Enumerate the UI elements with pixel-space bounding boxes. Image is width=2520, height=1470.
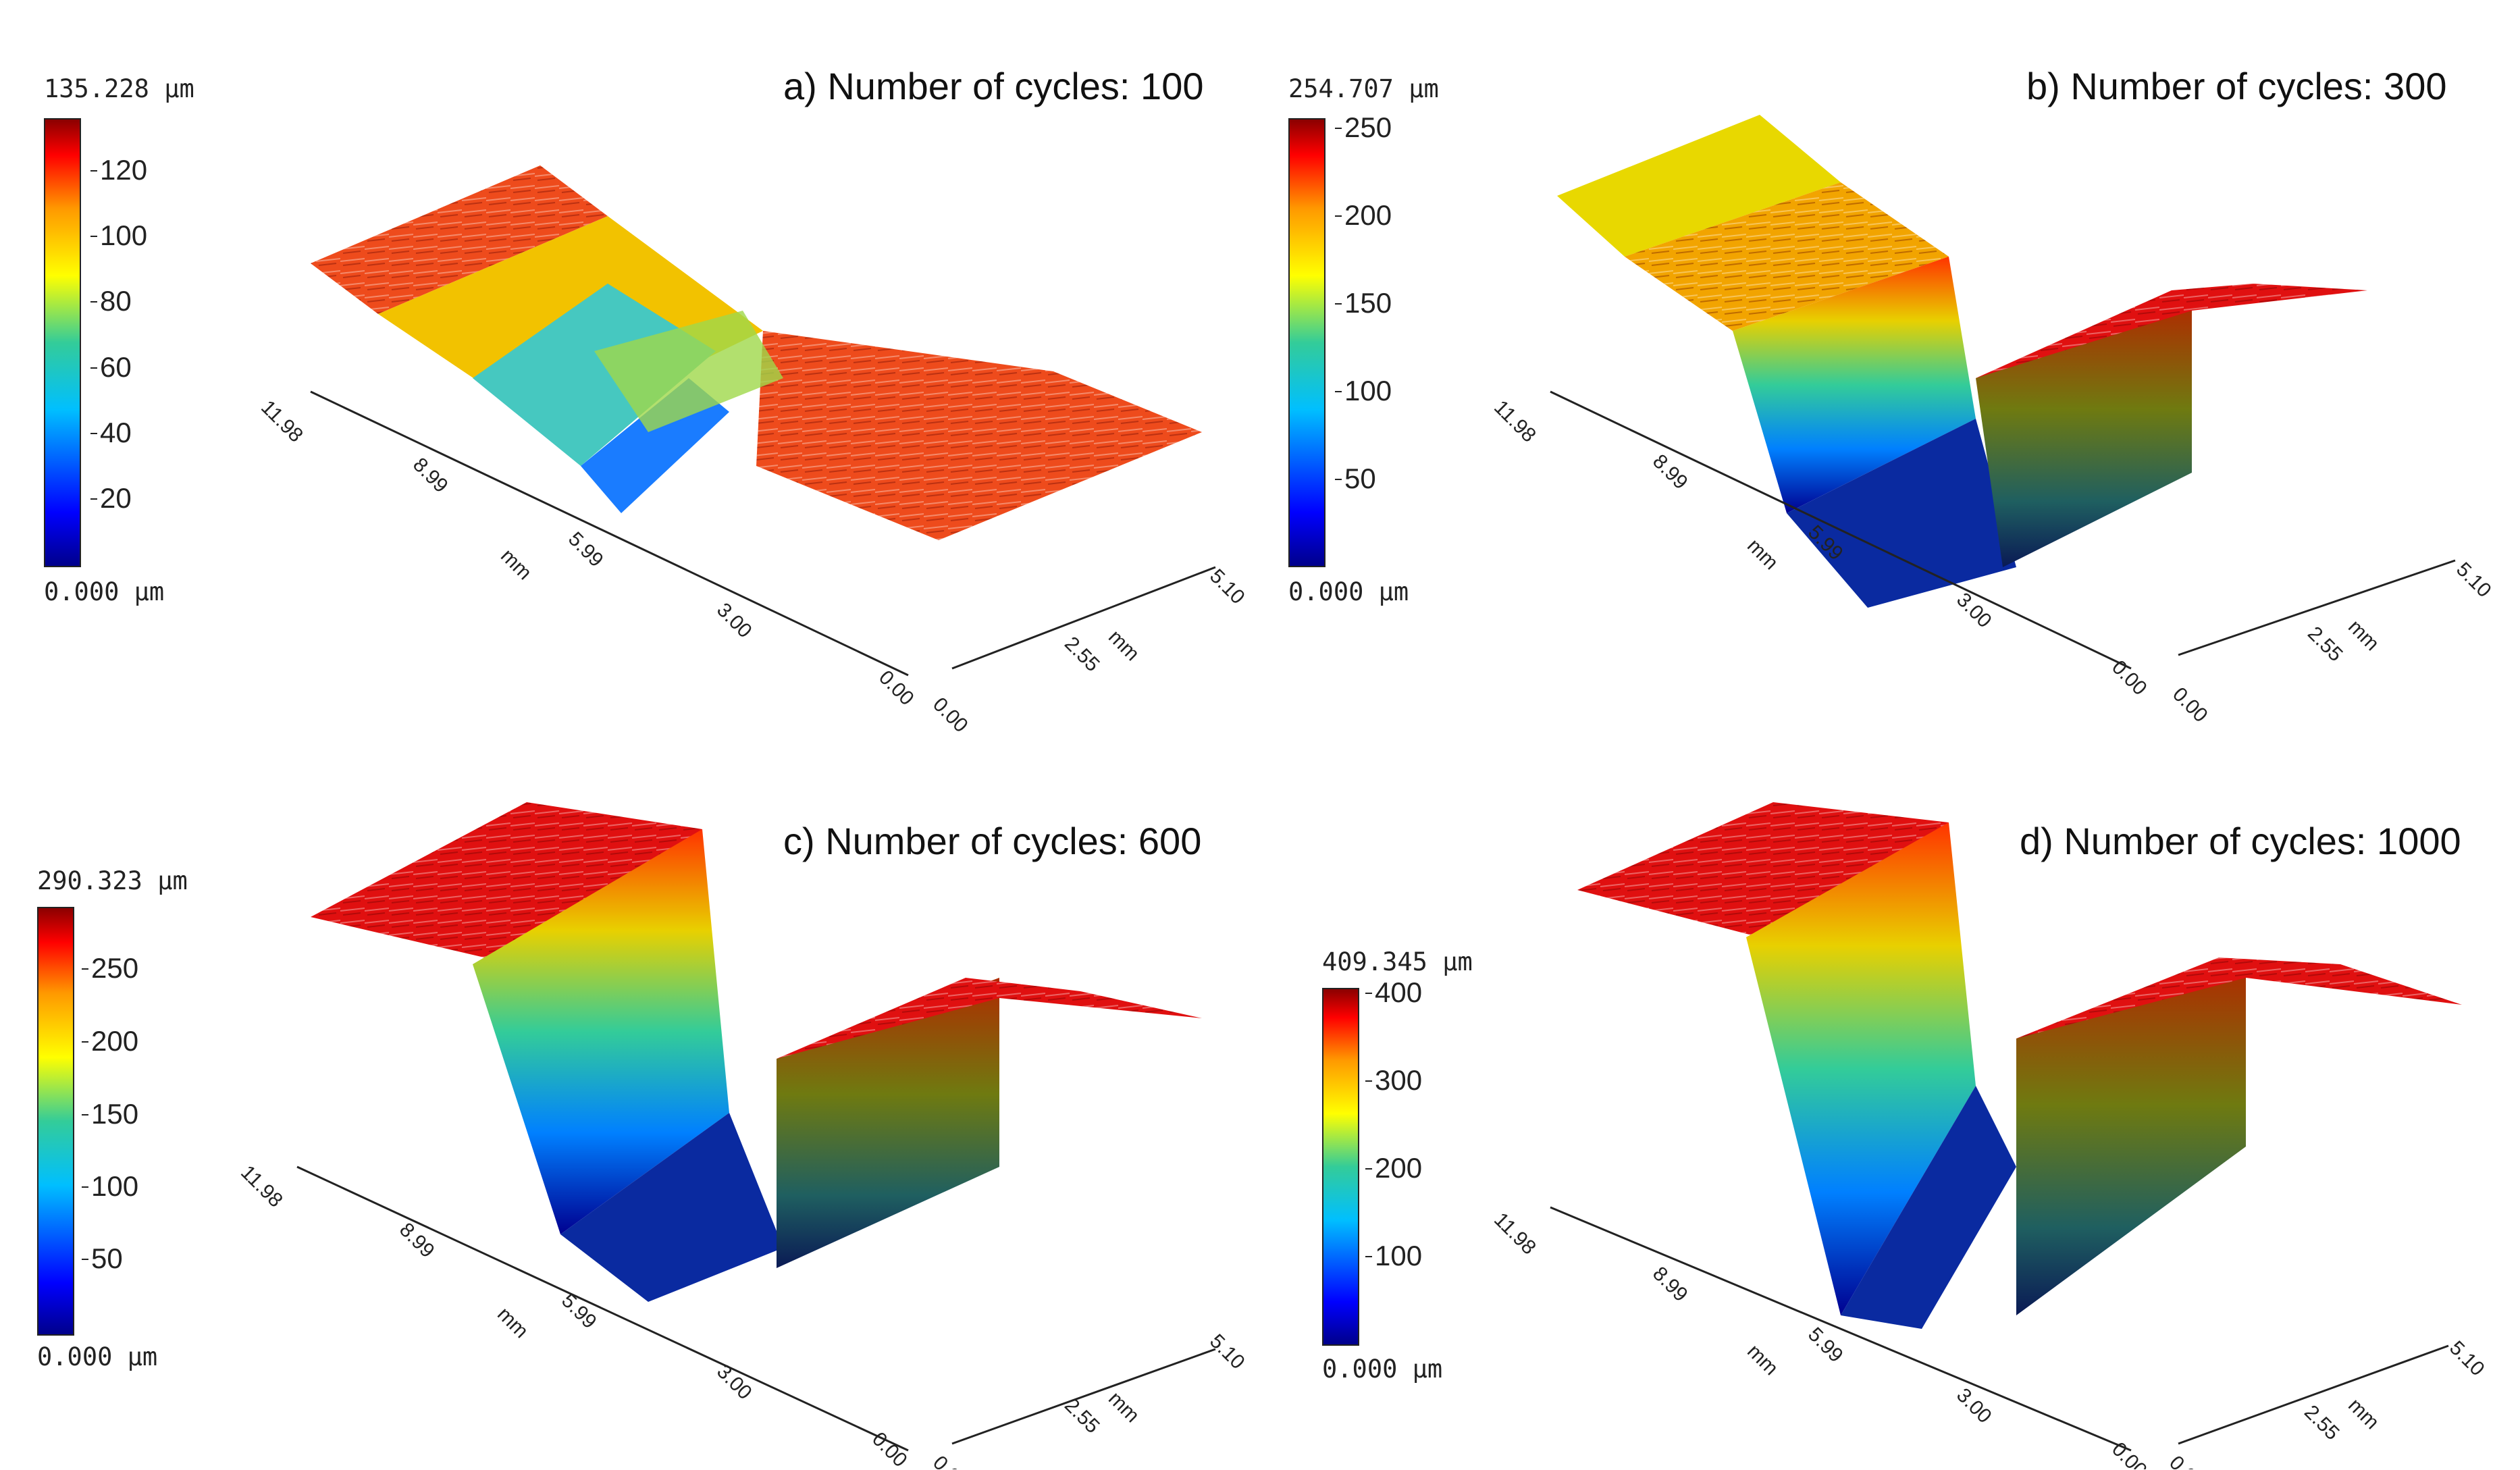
colorbar-tick-a-2: 80 bbox=[90, 285, 132, 317]
colorbar-tick-b-1: 200 bbox=[1334, 199, 1392, 231]
y-tick-a-2: 5.99 bbox=[564, 528, 608, 572]
y-tick-a-0: 11.98 bbox=[257, 396, 307, 447]
colorbar-tick-d-0: 400 bbox=[1365, 976, 1423, 1008]
colorbar-tick-b-4: 50 bbox=[1335, 463, 1376, 494]
x-unit-a: mm bbox=[1104, 626, 1144, 666]
surface-a bbox=[311, 165, 1202, 540]
panel-c: 11.98 8.99 5.99 mm 3.00 0.00 0.00 2.55 m… bbox=[0, 735, 1260, 1469]
colorbar-tick-d-3: 100 bbox=[1365, 1240, 1423, 1271]
surface-plot-c: 11.98 8.99 5.99 mm 3.00 0.00 0.00 2.55 m… bbox=[236, 802, 1249, 1469]
x-unit-c: mm bbox=[1104, 1388, 1144, 1427]
panel-b: 11.98 8.99 5.99 mm 3.00 0.00 0.00 2.55 m… bbox=[1260, 0, 2520, 735]
y-tick-c-1: 8.99 bbox=[395, 1219, 439, 1263]
x-tick-a-2: 5.10 bbox=[1205, 565, 1249, 609]
y-tick-b-4: 0.00 bbox=[2107, 656, 2151, 700]
x-tick-d-2: 5.10 bbox=[2445, 1337, 2489, 1381]
x-tick-d-0: 0.00 bbox=[2165, 1452, 2209, 1469]
y-unit-b: mm bbox=[1743, 535, 1783, 575]
colorbar-min-a: 0.000 µm bbox=[44, 577, 165, 606]
colorbar-tick-c-2: 150 bbox=[81, 1098, 139, 1130]
surface-d bbox=[1577, 802, 2462, 1329]
surface-plot-b: 11.98 8.99 5.99 mm 3.00 0.00 0.00 2.55 m… bbox=[1490, 115, 2496, 727]
colorbar-tick-c-0: 250 bbox=[81, 952, 139, 984]
colorbar-a bbox=[44, 118, 81, 567]
x-tick-b-1: 2.55 bbox=[2303, 623, 2347, 666]
surface-c bbox=[311, 802, 1202, 1302]
x-tick-c-2: 5.10 bbox=[1205, 1330, 1249, 1374]
panel-title-b: b) Number of cycles: 300 bbox=[2026, 65, 2447, 107]
panel-title-a: a) Number of cycles: 100 bbox=[783, 65, 1204, 107]
colorbar-tick-a-1: 100 bbox=[90, 219, 148, 251]
x-unit-b: mm bbox=[2344, 616, 2384, 656]
colorbar-min-c: 0.000 µm bbox=[37, 1342, 158, 1371]
y-tick-a-4: 0.00 bbox=[874, 666, 918, 710]
colorbar-b bbox=[1288, 118, 1325, 567]
colorbar-max-d: 409.345 µm bbox=[1322, 947, 1473, 976]
y-tick-d-1: 8.99 bbox=[1648, 1263, 1692, 1307]
y-unit-d: mm bbox=[1743, 1340, 1783, 1380]
colorbar-tick-a-0: 120 bbox=[90, 154, 148, 186]
colorbar-c bbox=[37, 907, 74, 1336]
colorbar-min-b: 0.000 µm bbox=[1288, 577, 1409, 606]
x-tick-b-0: 0.00 bbox=[2168, 683, 2212, 727]
colorbar-tick-d-2: 200 bbox=[1365, 1152, 1423, 1184]
axes-c bbox=[296, 1165, 1216, 1452]
y-tick-c-3: 3.00 bbox=[712, 1361, 756, 1405]
y-tick-b-0: 11.98 bbox=[1490, 396, 1540, 447]
colorbar-tick-c-4: 50 bbox=[82, 1242, 123, 1274]
x-tick-c-1: 2.55 bbox=[1060, 1394, 1104, 1438]
colorbar-tick-d-1: 300 bbox=[1365, 1064, 1423, 1096]
colorbar-tick-b-0: 250 bbox=[1334, 111, 1392, 143]
x-unit-d: mm bbox=[2344, 1394, 2384, 1434]
colorbar-max-b: 254.707 µm bbox=[1288, 74, 1439, 103]
x-tick-c-0: 0.00 bbox=[928, 1452, 972, 1469]
colorbar-tick-c-3: 100 bbox=[81, 1170, 139, 1202]
colorbar-tick-b-3: 100 bbox=[1334, 375, 1392, 406]
colorbar-max-c: 290.323 µm bbox=[37, 866, 188, 895]
colorbar-max-a: 135.228 µm bbox=[44, 74, 194, 103]
surface-b bbox=[1557, 115, 2367, 608]
axes-d bbox=[1550, 1206, 2449, 1452]
colorbar-tick-a-4: 40 bbox=[90, 417, 132, 448]
y-unit-a: mm bbox=[496, 545, 536, 585]
colorbar-d bbox=[1322, 988, 1359, 1346]
colorbar-tick-a-5: 20 bbox=[90, 482, 132, 514]
x-tick-d-1: 2.55 bbox=[2300, 1401, 2344, 1445]
axes-a bbox=[310, 390, 1216, 677]
y-tick-a-3: 3.00 bbox=[712, 599, 756, 643]
x-tick-a-1: 2.55 bbox=[1060, 633, 1104, 677]
y-tick-d-0: 11.98 bbox=[1490, 1209, 1540, 1259]
panel-title-d: d) Number of cycles: 1000 bbox=[2020, 820, 2461, 862]
colorbar-tick-c-1: 200 bbox=[81, 1025, 139, 1057]
axes-b bbox=[1550, 390, 2456, 670]
y-tick-b-3: 3.00 bbox=[1952, 589, 1996, 633]
colorbar-tick-b-2: 150 bbox=[1334, 287, 1392, 319]
y-tick-c-2: 5.99 bbox=[557, 1290, 601, 1334]
panel-title-c: c) Number of cycles: 600 bbox=[783, 820, 1202, 862]
colorbar-tick-a-3: 60 bbox=[90, 351, 132, 383]
panel-a: 11.98 8.99 5.99 mm 3.00 0.00 0.00 2.55 m… bbox=[0, 0, 1260, 735]
surface-plot-d: 11.98 8.99 5.99 mm 3.00 0.00 0.00 2.55 m… bbox=[1490, 802, 2489, 1469]
x-tick-b-2: 5.10 bbox=[2452, 558, 2496, 602]
colorbar-min-d: 0.000 µm bbox=[1322, 1355, 1443, 1384]
y-tick-c-0: 11.98 bbox=[236, 1161, 287, 1212]
y-tick-a-1: 8.99 bbox=[409, 454, 452, 498]
y-unit-c: mm bbox=[493, 1303, 533, 1343]
surface-plot-a: 11.98 8.99 5.99 mm 3.00 0.00 0.00 2.55 m… bbox=[257, 165, 1249, 735]
panel-d: 11.98 8.99 5.99 mm 3.00 0.00 0.00 2.55 m… bbox=[1260, 735, 2520, 1469]
x-tick-a-0: 0.00 bbox=[928, 693, 972, 735]
